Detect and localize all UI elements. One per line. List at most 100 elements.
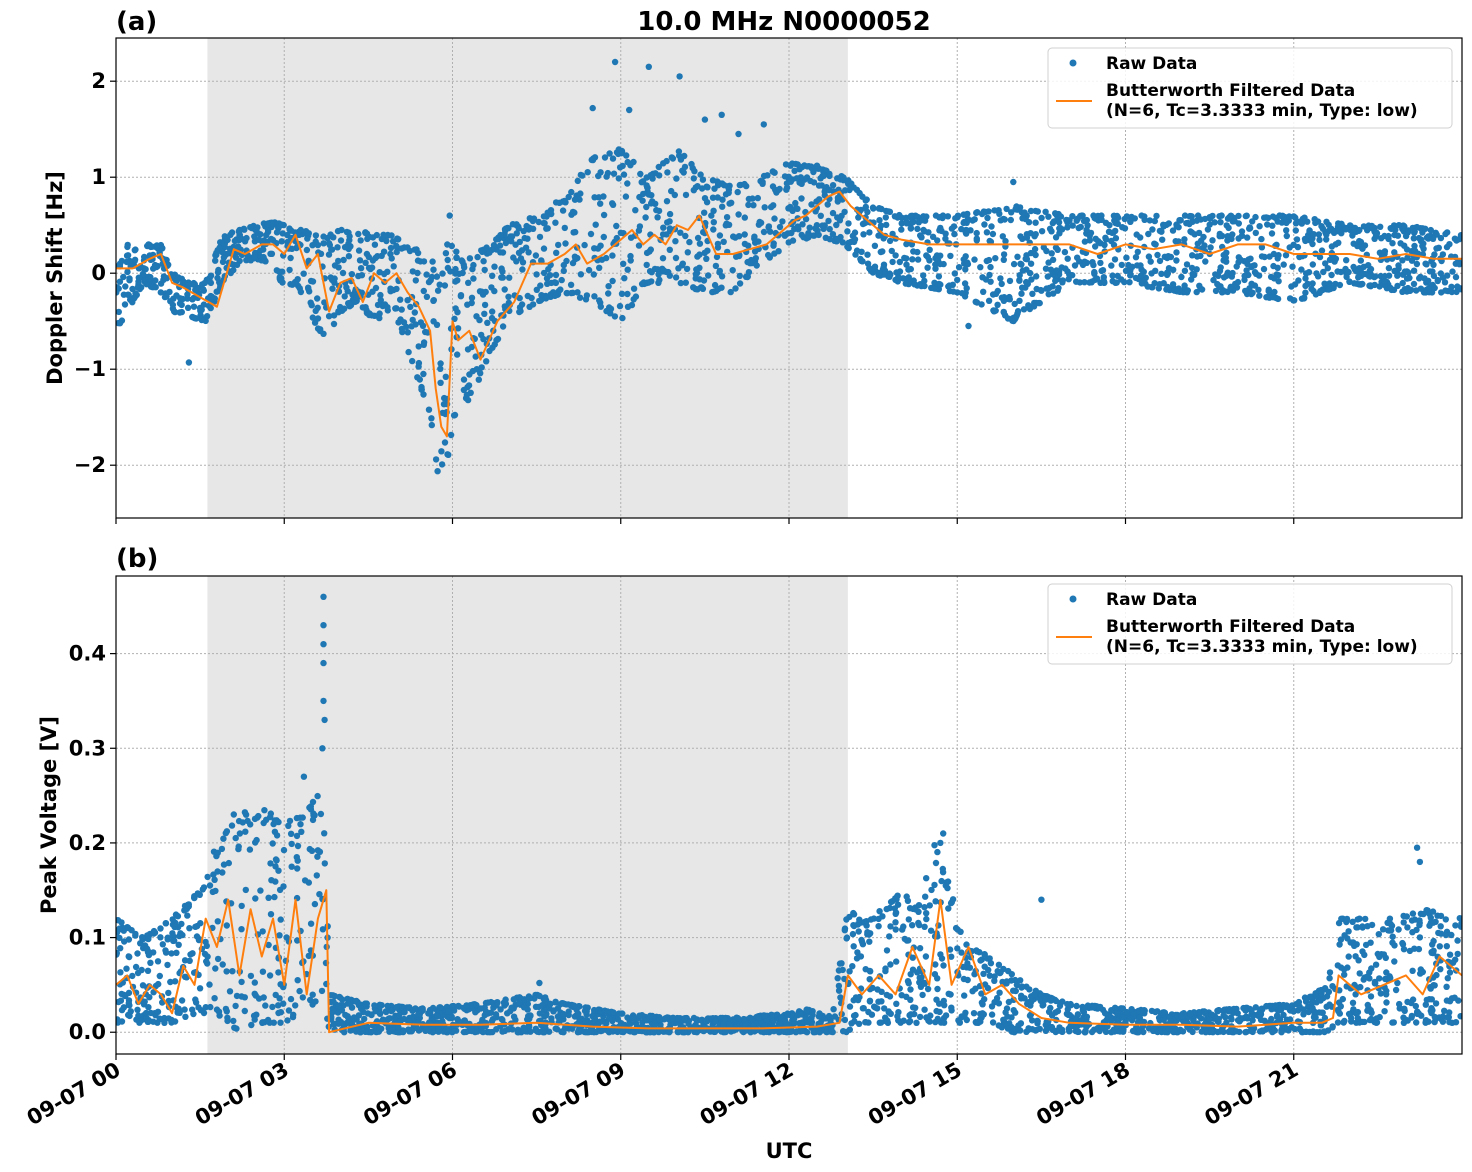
raw-data-point [1442, 931, 1450, 939]
raw-data-point [1057, 213, 1065, 220]
raw-data-point [482, 1008, 490, 1015]
raw-data-point [486, 249, 493, 256]
raw-data-point [453, 248, 460, 255]
raw-data-point [277, 981, 284, 988]
raw-data-point [892, 252, 899, 259]
raw-data-point [1336, 281, 1344, 289]
raw-data-point [1052, 277, 1059, 285]
raw-data-point [744, 258, 751, 266]
raw-data-point [267, 813, 274, 821]
raw-data-point [1416, 275, 1423, 282]
raw-data-point [1437, 966, 1444, 973]
raw-data-point [367, 265, 374, 273]
raw-data-point [934, 848, 941, 856]
raw-data-point [691, 168, 698, 175]
raw-data-point [1290, 213, 1297, 220]
raw-data-point [624, 290, 631, 298]
raw-data-point [1404, 287, 1412, 294]
raw-data-point [1339, 995, 1347, 1003]
raw-data-point [1069, 213, 1076, 220]
legend-marker-raw-a [1069, 59, 1077, 67]
raw-data-point [262, 1002, 269, 1009]
raw-data-point [932, 265, 939, 272]
raw-data-point [992, 255, 999, 262]
raw-data-point [1417, 970, 1424, 977]
raw-data-point [1290, 241, 1297, 248]
raw-data-point [978, 1014, 985, 1021]
raw-data-point [276, 223, 283, 230]
raw-data-point [1289, 263, 1296, 270]
raw-data-point [1331, 258, 1338, 265]
raw-data-point [199, 886, 206, 893]
raw-data-point [931, 881, 938, 889]
raw-data-point [989, 230, 997, 238]
raw-data-point [171, 978, 179, 985]
raw-data-point [305, 230, 312, 237]
raw-data-point [719, 196, 726, 203]
raw-data-point [214, 868, 221, 875]
raw-data-point [671, 191, 678, 199]
raw-data-point [932, 898, 939, 905]
raw-data-point [1291, 281, 1299, 288]
raw-data-point [1323, 231, 1330, 238]
raw-data-point [230, 1017, 237, 1025]
raw-data-point [184, 291, 191, 298]
raw-data-point [807, 177, 814, 185]
raw-data-point [187, 951, 194, 958]
raw-data-point [1118, 276, 1125, 283]
raw-data-point [840, 1028, 847, 1035]
raw-data-point [381, 270, 388, 278]
raw-data-point [1419, 242, 1426, 250]
raw-data-point [211, 995, 218, 1002]
raw-data-point [609, 200, 616, 207]
raw-data-point [173, 949, 180, 956]
raw-data-point [443, 1003, 451, 1011]
raw-data-point [1133, 231, 1140, 238]
raw-data-point [247, 821, 254, 828]
x-axis-label: UTC [766, 1139, 813, 1163]
raw-data-point [642, 214, 649, 221]
raw-data-point [1127, 271, 1134, 278]
raw-data-point [457, 293, 465, 300]
raw-data-point [1083, 226, 1090, 233]
raw-data-point [220, 835, 227, 842]
raw-data-point [519, 266, 526, 273]
raw-data-point [510, 996, 517, 1003]
raw-data-point [920, 272, 927, 279]
y-axis-label-b: Peak Voltage [V] [37, 716, 61, 914]
raw-data-point [696, 276, 703, 283]
raw-data-point [539, 1029, 547, 1036]
raw-data-point [874, 1005, 881, 1012]
raw-data-point [860, 231, 867, 238]
raw-data-point [269, 840, 276, 847]
raw-data-point [1161, 1009, 1169, 1016]
raw-data-point [1336, 941, 1343, 948]
raw-data-point [409, 357, 416, 365]
raw-data-point [799, 221, 806, 228]
raw-data-point [895, 274, 902, 282]
raw-data-point [325, 240, 333, 247]
raw-data-point [1410, 235, 1418, 242]
raw-data-point [958, 290, 966, 297]
raw-data-point [540, 219, 547, 227]
raw-data-point [1169, 281, 1177, 288]
raw-data-point [1458, 920, 1462, 927]
raw-data-point [276, 995, 283, 1002]
raw-data-point [659, 231, 667, 238]
raw-data-point [616, 302, 624, 310]
raw-data-point [561, 197, 568, 205]
raw-data-point [1454, 283, 1461, 290]
raw-data-point [428, 415, 435, 422]
raw-data-point [1065, 1011, 1072, 1019]
raw-data-point [470, 261, 477, 269]
raw-data-point [152, 277, 159, 284]
raw-data-point [397, 316, 404, 323]
raw-data-point [712, 262, 720, 270]
raw-data-point [1429, 235, 1437, 242]
raw-data-point [576, 196, 583, 203]
raw-data-point [849, 930, 857, 938]
raw-data-point [134, 1006, 141, 1013]
raw-data-point [540, 245, 548, 252]
raw-data-point [142, 266, 149, 273]
